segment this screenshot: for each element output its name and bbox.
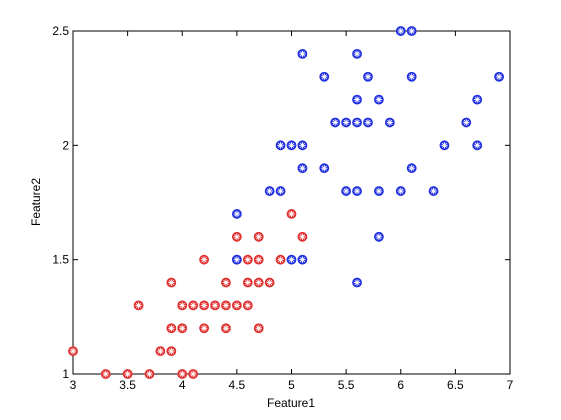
blue-data-point bbox=[275, 186, 286, 196]
blue-data-point bbox=[330, 117, 341, 128]
red-data-point bbox=[253, 231, 264, 242]
red-data-point bbox=[177, 369, 188, 379]
x-tick-label: 3 bbox=[70, 378, 77, 392]
blue-data-point bbox=[472, 140, 483, 151]
blue-data-point bbox=[319, 163, 330, 174]
red-data-point bbox=[221, 300, 231, 311]
blue-data-point bbox=[363, 71, 373, 82]
red-data-point bbox=[275, 254, 286, 265]
red-data-point bbox=[122, 369, 133, 379]
x-tick-label: 6.5 bbox=[447, 378, 464, 392]
blue-data-point bbox=[264, 186, 275, 196]
red-data-point bbox=[210, 300, 220, 311]
blue-data-point bbox=[275, 140, 286, 151]
blue-data-point bbox=[395, 26, 406, 36]
blue-data-point bbox=[352, 48, 362, 59]
blue-data-point bbox=[286, 140, 297, 151]
blue-data-point bbox=[395, 186, 406, 196]
blue-data-point bbox=[373, 231, 384, 242]
blue-data-point bbox=[494, 71, 504, 82]
blue-data-point bbox=[231, 209, 242, 219]
blue-data-point bbox=[352, 277, 362, 288]
red-data-point bbox=[242, 277, 253, 288]
blue-data-point bbox=[363, 117, 373, 128]
x-tick-label: 5 bbox=[288, 378, 295, 392]
red-data-point bbox=[188, 300, 199, 311]
red-data-point bbox=[188, 369, 199, 379]
blue-data-point bbox=[373, 186, 384, 196]
red-data-point bbox=[166, 346, 177, 357]
blue-data-point bbox=[341, 186, 352, 196]
y-axis-label: Feature2 bbox=[29, 178, 43, 226]
x-tick-label: 7 bbox=[507, 378, 514, 392]
red-data-point bbox=[166, 277, 177, 288]
red-data-point bbox=[264, 277, 275, 288]
red-data-point bbox=[231, 300, 242, 311]
blue-data-point bbox=[352, 186, 362, 196]
blue-data-point bbox=[352, 117, 362, 128]
blue-data-point bbox=[439, 140, 450, 151]
red-data-point bbox=[155, 346, 166, 357]
red-data-point bbox=[68, 346, 78, 357]
x-tick-label: 6 bbox=[397, 378, 404, 392]
blue-data-point bbox=[472, 94, 483, 105]
blue-data-point bbox=[352, 94, 362, 105]
blue-data-point bbox=[384, 117, 395, 128]
blue-data-point bbox=[373, 94, 384, 105]
blue-data-point bbox=[428, 186, 439, 196]
blue-data-point bbox=[319, 71, 330, 82]
x-tick-label: 3.5 bbox=[119, 378, 136, 392]
red-data-point bbox=[286, 209, 297, 219]
y-tick-label: 1 bbox=[62, 367, 69, 381]
blue-data-point bbox=[406, 163, 417, 174]
blue-data-point bbox=[297, 254, 308, 265]
red-data-point bbox=[144, 369, 155, 379]
red-data-point bbox=[253, 254, 264, 265]
blue-data-point bbox=[286, 254, 297, 265]
red-data-point bbox=[199, 254, 209, 265]
x-tick-label: 5.5 bbox=[338, 378, 355, 392]
red-data-point bbox=[242, 254, 253, 265]
red-data-point bbox=[199, 323, 209, 334]
x-tick-label: 4 bbox=[179, 378, 186, 392]
data-points bbox=[68, 26, 504, 379]
y-tick-label: 2 bbox=[62, 138, 69, 152]
red-data-point bbox=[242, 300, 253, 311]
red-data-point bbox=[199, 300, 209, 311]
red-data-point bbox=[297, 231, 308, 242]
blue-data-point bbox=[406, 71, 417, 82]
x-tick-label: 4.5 bbox=[229, 378, 246, 392]
red-data-point bbox=[100, 369, 111, 379]
blue-data-point bbox=[297, 163, 308, 174]
red-data-point bbox=[253, 323, 264, 334]
red-data-point bbox=[253, 277, 264, 288]
red-data-point bbox=[221, 323, 231, 334]
red-data-point bbox=[177, 323, 188, 334]
blue-data-point bbox=[297, 48, 308, 59]
red-data-point bbox=[133, 300, 144, 311]
x-axis-label: Feature1 bbox=[267, 396, 315, 410]
red-data-point bbox=[231, 231, 242, 242]
blue-data-point bbox=[461, 117, 472, 128]
red-data-point bbox=[177, 300, 188, 311]
y-tick-label: 2.5 bbox=[52, 24, 69, 38]
plot-area bbox=[72, 30, 511, 375]
blue-data-point bbox=[231, 254, 242, 265]
blue-data-point bbox=[341, 117, 352, 128]
blue-data-point bbox=[297, 140, 308, 151]
red-data-point bbox=[166, 323, 177, 334]
blue-data-point bbox=[406, 26, 417, 36]
y-tick-label: 1.5 bbox=[52, 253, 69, 267]
axis-ticks: 3 3.5 4 4.5 5 5.5 6 6.5 7 1 1.5 2 2.5 bbox=[52, 24, 513, 392]
red-data-point bbox=[221, 277, 231, 288]
